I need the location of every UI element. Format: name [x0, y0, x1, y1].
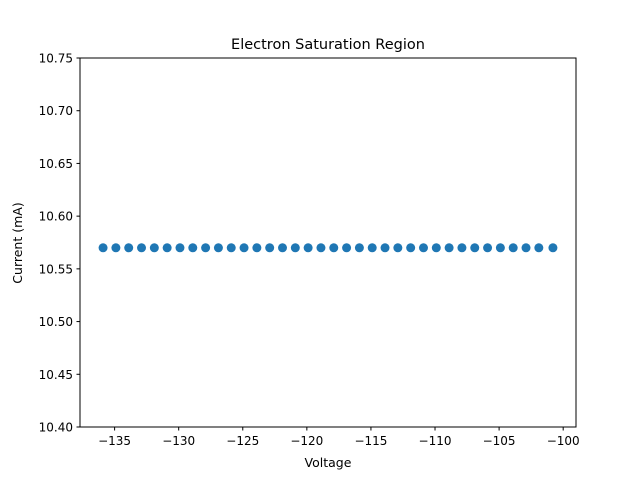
data-point	[444, 243, 454, 253]
y-tick-label: 10.55	[39, 262, 73, 276]
x-tick-label: −120	[290, 434, 323, 448]
data-point	[252, 243, 262, 253]
y-tick-label: 10.50	[39, 315, 73, 329]
x-tick-label: −105	[483, 434, 516, 448]
data-point	[470, 243, 480, 253]
data-point	[548, 243, 558, 253]
plot-frame	[79, 57, 577, 428]
data-point	[354, 243, 364, 253]
data-point	[226, 243, 236, 253]
data-point	[342, 243, 352, 253]
data-point	[124, 243, 134, 253]
data-point	[367, 243, 377, 253]
x-axis-label: Voltage	[305, 455, 352, 470]
data-point	[290, 243, 300, 253]
y-tick-label: 10.65	[39, 157, 73, 171]
data-point	[137, 243, 147, 253]
data-point	[201, 243, 211, 253]
y-tick-label: 10.45	[39, 368, 73, 382]
data-point	[213, 243, 223, 253]
data-point	[431, 243, 441, 253]
x-tick-label: −125	[226, 434, 259, 448]
data-point	[483, 243, 493, 253]
data-point	[162, 243, 172, 253]
data-point	[149, 243, 159, 253]
data-point	[508, 243, 518, 253]
data-points	[98, 243, 558, 253]
x-tick-label: −115	[354, 434, 387, 448]
x-tick-label: −130	[162, 434, 195, 448]
data-point	[175, 243, 185, 253]
y-tick-label: 10.40	[39, 421, 73, 435]
data-point	[521, 243, 531, 253]
data-point	[329, 243, 339, 253]
x-tick-label: −135	[98, 434, 131, 448]
chart-title: Electron Saturation Region	[231, 37, 425, 53]
data-point	[188, 243, 198, 253]
data-point	[406, 243, 416, 253]
x-tick-label: −110	[419, 434, 452, 448]
y-tick-label: 10.70	[39, 104, 73, 118]
data-point	[380, 243, 390, 253]
y-axis-ticks: 10.40 10.45 10.50 10.55 10.60 10.65 10.70 10.75	[39, 52, 80, 435]
y-tick-label: 10.60	[39, 210, 73, 224]
data-point	[457, 243, 467, 253]
data-point	[534, 243, 544, 253]
data-point	[239, 243, 249, 253]
x-axis-ticks: −135 −130 −125 −120 −115 −110 −105 −100	[98, 427, 580, 448]
y-tick-label: 10.75	[39, 52, 73, 66]
data-point	[418, 243, 428, 253]
data-point	[111, 243, 121, 253]
x-tick-label: −100	[547, 434, 580, 448]
data-point	[393, 243, 403, 253]
data-point	[265, 243, 275, 253]
data-point	[495, 243, 505, 253]
data-point	[98, 243, 108, 253]
data-point	[316, 243, 326, 253]
data-point	[303, 243, 313, 253]
data-point	[278, 243, 288, 253]
y-axis-label: Current (mA)	[10, 202, 25, 283]
